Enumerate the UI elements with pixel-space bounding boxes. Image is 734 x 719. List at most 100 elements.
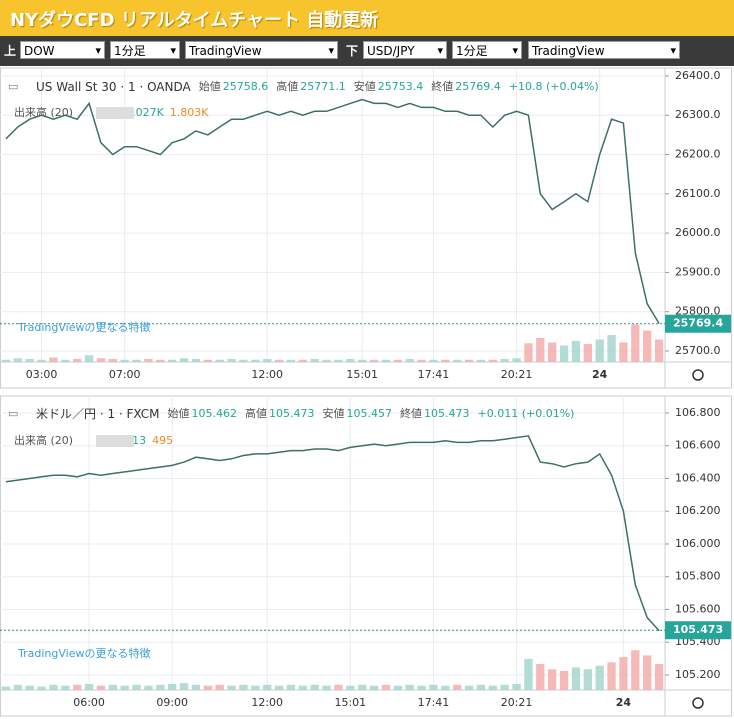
volume-bar: [559, 670, 569, 690]
legend-high: 105.473: [269, 407, 315, 420]
y-tick-label: 26200.0: [675, 148, 721, 161]
volume-bar: [298, 359, 307, 362]
y-tick-label: 26300.0: [675, 108, 721, 121]
price-tag: [665, 314, 731, 333]
volume-bar: [215, 684, 224, 690]
volume-bar: [84, 683, 94, 690]
x-tick-label: 20:21: [501, 696, 533, 709]
volume-bar: [607, 662, 616, 690]
volume-bar: [631, 650, 640, 690]
symbol-select[interactable]: DOW: [20, 41, 105, 60]
collapse-icon[interactable]: ▭: [8, 80, 18, 93]
legend-high-label: 高値: [245, 406, 267, 420]
volume-bar: [619, 657, 628, 690]
volume-bar: [381, 684, 391, 690]
legend-open-label: 始値: [199, 79, 221, 93]
volume-bar: [227, 685, 236, 690]
volume-bar: [239, 684, 248, 690]
volume-bar: [120, 359, 129, 362]
volume-bar: [108, 359, 117, 362]
ohlc-legend: 米ドル／円 · 1 · FXCM 始値 105.462 高値 105.473 安値 105.…: [36, 406, 574, 421]
volume-bar: [286, 359, 296, 362]
volume-bar: [49, 357, 58, 362]
volume-bar: [488, 685, 497, 690]
y-tick-label: 106.200: [675, 504, 721, 517]
y-tick-label: 106.600: [675, 439, 721, 452]
volume-bar: [548, 342, 557, 362]
settings-icon[interactable]: [692, 697, 704, 709]
x-tick-label: 12:00: [251, 368, 283, 381]
volume-bar: [263, 684, 272, 690]
volume-bar: [500, 684, 509, 690]
legend-change: +0.011 (+0.01%): [478, 407, 575, 420]
volume-bar: [251, 359, 260, 362]
y-tick-label: 26100.0: [675, 187, 721, 200]
collapse-icon[interactable]: ▭: [8, 407, 18, 420]
symbol-select[interactable]: USD/JPY: [363, 41, 447, 60]
y-tick-label: 26400.0: [675, 69, 721, 82]
volume-bar: [441, 359, 450, 362]
tradingview-link[interactable]: TradingViewの更なる特徴: [17, 320, 150, 334]
volume-bar: [132, 684, 141, 690]
volume-settings-icon[interactable]: [96, 107, 134, 119]
y-tick-label: 105.200: [675, 668, 721, 681]
volume-bar: [488, 359, 497, 362]
price-line: [5, 435, 660, 632]
volume-bar: [203, 359, 212, 362]
y-tick-label: 25700.0: [675, 344, 721, 357]
volume-bar: [156, 684, 165, 690]
volume-bar: [654, 664, 664, 690]
volume-bar: [263, 359, 272, 362]
x-tick-label: 07:00: [109, 368, 141, 381]
volume-settings-icon[interactable]: [96, 435, 134, 447]
legend-open-label: 始値: [168, 406, 190, 420]
interval-select[interactable]: 1分足: [110, 41, 180, 60]
volume-label: 495: [152, 434, 173, 447]
legend-low-label: 安値: [354, 79, 376, 93]
volume-bar: [13, 684, 22, 690]
volume-bar: [453, 684, 462, 690]
legend-title: US Wall St 30 · 1 · OANDA: [36, 80, 192, 94]
volume-bar: [571, 667, 581, 690]
volume-bar: [322, 359, 331, 362]
y-tick-label: 25900.0: [675, 265, 721, 278]
price-tag: [665, 621, 731, 640]
volume-bar: [120, 685, 129, 690]
volume-bar: [334, 684, 343, 690]
volume-bar: [548, 669, 557, 690]
volume-bar: [358, 359, 367, 362]
tradingview-link[interactable]: TradingViewの更なる特徴: [17, 646, 150, 660]
provider-select[interactable]: TradingView: [185, 41, 338, 60]
x-tick-label: 15:01: [346, 368, 378, 381]
legend-low: 25753.4: [378, 80, 424, 93]
legend-low-label: 安値: [323, 406, 345, 420]
lower-label: 下: [346, 44, 359, 58]
volume-bar: [179, 683, 189, 690]
volume-bar: [274, 685, 284, 690]
y-tick-label: 106.800: [675, 406, 721, 419]
volume-bar: [536, 664, 545, 690]
settings-icon[interactable]: [692, 369, 704, 381]
volume-bar: [441, 685, 450, 690]
volume-bar: [61, 359, 70, 362]
y-tick-label: 106.400: [675, 471, 721, 484]
volume-bar: [583, 344, 592, 362]
legend-high: 25771.1: [300, 80, 346, 93]
volume-bar: [144, 685, 153, 690]
volume-bar: [405, 359, 414, 362]
upper-label: 上: [4, 44, 17, 58]
volume-bar: [168, 359, 177, 362]
volume-bar: [191, 359, 201, 362]
volume-bar: [274, 359, 284, 362]
volume-bar: [654, 339, 664, 362]
x-tick-label: 17:41: [418, 368, 450, 381]
volume-bar: [191, 684, 201, 690]
y-tick-label: 26000.0: [675, 226, 721, 239]
volume-bar: [310, 684, 319, 690]
provider-select[interactable]: TradingView: [528, 41, 680, 60]
volume-bar: [334, 359, 343, 362]
interval-select[interactable]: 1分足: [452, 41, 522, 60]
volume-bar: [571, 341, 581, 362]
volume-label: 1.803K: [170, 106, 209, 119]
